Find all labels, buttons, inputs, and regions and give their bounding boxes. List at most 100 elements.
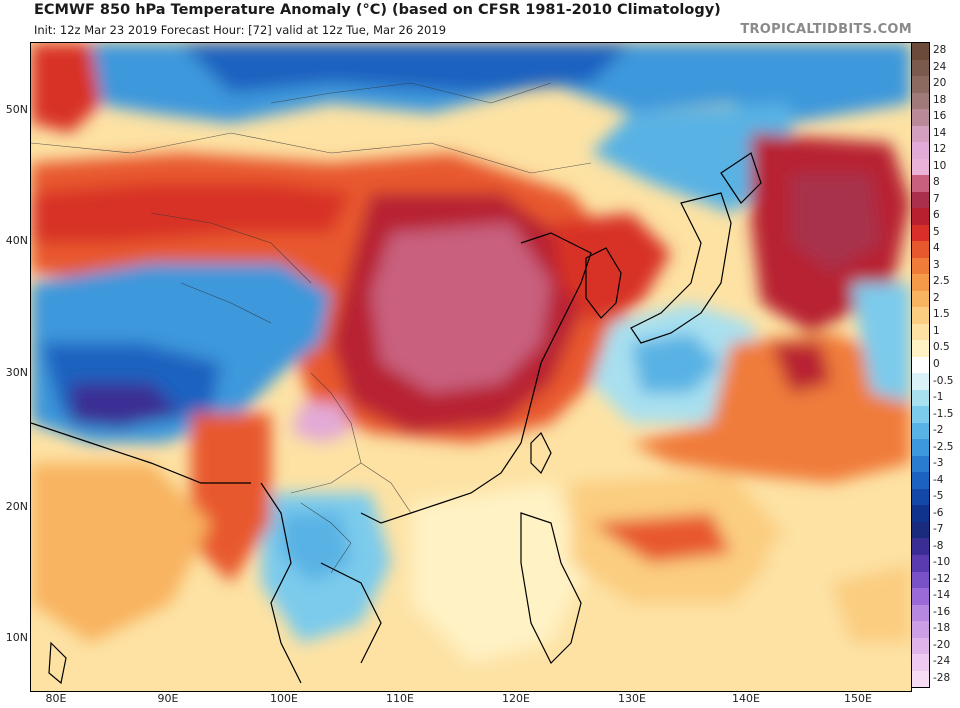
map-title: ECMWF 850 hPa Temperature Anomaly (°C) (… bbox=[34, 2, 721, 18]
colorbar-label: -4 bbox=[933, 473, 944, 486]
lat-label: 50N bbox=[5, 103, 28, 116]
colorbar-swatch bbox=[912, 241, 929, 258]
colorbar-swatch bbox=[912, 208, 929, 225]
colorbar-label: -3 bbox=[933, 457, 944, 470]
lat-label: 20N bbox=[5, 500, 28, 513]
country-borders bbox=[31, 82, 592, 574]
colorbar-label: -5 bbox=[933, 490, 944, 503]
colorbar-swatch bbox=[912, 158, 929, 176]
anomaly-field bbox=[31, 43, 911, 691]
lon-label: 130E bbox=[618, 692, 646, 705]
anomaly-map bbox=[30, 42, 912, 692]
colorbar-swatch bbox=[912, 224, 929, 242]
colorbar-swatch bbox=[912, 406, 929, 423]
lon-label: 110E bbox=[386, 692, 414, 705]
colorbar-swatch bbox=[912, 389, 929, 407]
colorbar-label: -16 bbox=[933, 605, 951, 618]
colorbar-label: 14 bbox=[933, 126, 947, 139]
colorbar-label: 7 bbox=[933, 192, 940, 205]
lon-label: 140E bbox=[732, 692, 760, 705]
colorbar-label: -14 bbox=[933, 589, 951, 602]
colorbar-label: -0.5 bbox=[933, 374, 954, 387]
colorbar-swatch bbox=[912, 175, 929, 192]
colorbar-swatch bbox=[912, 323, 929, 341]
colorbar-labels: 28 24 20 18 16 14 12 10 8 7 6 5 4 3 2.5 2 1.5 1 0.5 0 -0.5 -1… bbox=[931, 42, 960, 686]
colorbar-label: -24 bbox=[933, 655, 951, 668]
colorbar-swatch bbox=[912, 142, 929, 159]
colorbar-swatch bbox=[912, 257, 929, 275]
colorbar-label: 2.5 bbox=[933, 275, 950, 288]
colorbar-swatch bbox=[912, 76, 929, 93]
lon-label: 80E bbox=[45, 692, 67, 705]
colorbar-swatch bbox=[912, 505, 929, 522]
colorbar-swatch bbox=[912, 654, 929, 671]
colorbar-label: 8 bbox=[933, 176, 940, 189]
colorbar-swatch bbox=[912, 439, 929, 456]
colorbar-label: 0 bbox=[933, 358, 940, 370]
colorbar-label: -7 bbox=[933, 523, 944, 536]
colorbar-label: 24 bbox=[933, 60, 947, 73]
anomaly-map-svg bbox=[31, 43, 911, 691]
colorbar bbox=[911, 42, 930, 688]
colorbar-label: 28 bbox=[933, 44, 947, 57]
colorbar-swatch bbox=[912, 59, 929, 77]
colorbar-swatch bbox=[912, 125, 929, 143]
colorbar-label: -2.5 bbox=[933, 440, 954, 453]
colorbar-swatch bbox=[912, 373, 929, 390]
colorbar-swatch bbox=[912, 571, 929, 589]
colorbar-swatch bbox=[912, 109, 929, 126]
colorbar-label: 10 bbox=[933, 159, 947, 172]
colorbar-label: 2 bbox=[933, 291, 940, 304]
colorbar-label: 1 bbox=[933, 324, 940, 337]
colorbar-label: -1 bbox=[933, 391, 944, 404]
colorbar-swatch bbox=[912, 621, 929, 638]
colorbar-label: -8 bbox=[933, 539, 944, 552]
colorbar-label: -20 bbox=[933, 638, 951, 651]
colorbar-swatch bbox=[912, 554, 929, 572]
colorbar-label: -18 bbox=[933, 622, 951, 635]
colorbar-swatch bbox=[912, 670, 929, 688]
colorbar-swatch bbox=[912, 340, 929, 357]
colorbar-swatch bbox=[912, 290, 929, 308]
source-watermark: TROPICALTIDBITS.COM bbox=[740, 22, 912, 37]
colorbar-swatch bbox=[912, 92, 929, 110]
lon-label: 100E bbox=[270, 692, 298, 705]
colorbar-label: 3 bbox=[933, 258, 940, 271]
colorbar-label: 6 bbox=[933, 209, 940, 222]
colorbar-label: -10 bbox=[933, 556, 951, 569]
colorbar-swatch bbox=[912, 538, 929, 555]
colorbar-swatch bbox=[912, 43, 929, 60]
colorbar-label: 5 bbox=[933, 225, 940, 238]
colorbar-swatch bbox=[912, 307, 929, 324]
colorbar-label: -1.5 bbox=[933, 407, 954, 420]
colorbar-label: 12 bbox=[933, 143, 947, 156]
map-subtitle: Init: 12z Mar 23 2019 Forecast Hour: [72… bbox=[34, 23, 447, 37]
colorbar-label: 18 bbox=[933, 93, 947, 106]
colorbar-swatch bbox=[912, 191, 929, 209]
lon-label: 120E bbox=[502, 692, 530, 705]
coastlines bbox=[31, 152, 762, 685]
lon-label: 90E bbox=[157, 692, 179, 705]
lon-label: 150E bbox=[844, 692, 872, 705]
colorbar-label: -28 bbox=[933, 671, 951, 684]
colorbar-swatch bbox=[912, 637, 929, 655]
colorbar-label: 16 bbox=[933, 110, 947, 123]
colorbar-swatch bbox=[912, 588, 929, 605]
colorbar-swatch bbox=[912, 356, 929, 374]
colorbar-label: 1.5 bbox=[933, 308, 950, 321]
colorbar-swatch bbox=[912, 455, 929, 473]
colorbar-label: 0.5 bbox=[933, 341, 950, 354]
colorbar-label: 4 bbox=[933, 242, 940, 255]
lat-label: 30N bbox=[5, 366, 28, 379]
colorbar-label: 20 bbox=[933, 77, 947, 90]
lat-label: 10N bbox=[5, 631, 28, 644]
colorbar-label: -6 bbox=[933, 506, 944, 519]
colorbar-swatch bbox=[912, 422, 929, 440]
colorbar-swatch bbox=[912, 488, 929, 506]
lat-label: 40N bbox=[5, 234, 28, 247]
colorbar-swatch bbox=[912, 274, 929, 291]
colorbar-swatch bbox=[912, 604, 929, 622]
colorbar-swatch bbox=[912, 521, 929, 539]
colorbar-label: -12 bbox=[933, 572, 951, 585]
colorbar-swatch bbox=[912, 472, 929, 489]
